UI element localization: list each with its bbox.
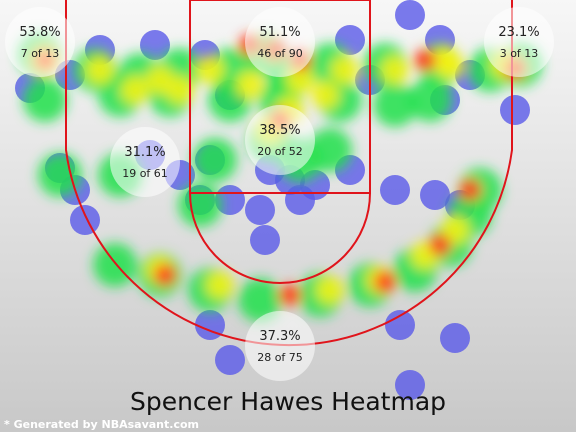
cold-spot xyxy=(420,180,450,210)
free-throw-circle xyxy=(189,192,371,284)
zone-pct: 38.5% xyxy=(259,123,300,138)
cold-spot xyxy=(140,30,170,60)
zone-left-midrange: 31.1% 19 of 61 xyxy=(110,127,180,197)
zone-pct: 51.1% xyxy=(259,25,300,40)
zone-right-corner-3: 23.1% 3 of 13 xyxy=(484,7,554,77)
cold-spot xyxy=(195,310,225,340)
cold-spot xyxy=(250,225,280,255)
zone-pct: 53.8% xyxy=(19,25,60,40)
heat-blob-mid xyxy=(311,81,339,109)
zone-top-of-key-3: 37.3% 28 of 75 xyxy=(245,311,315,381)
zone-made: 19 of 61 xyxy=(122,167,168,180)
zone-pct: 31.1% xyxy=(124,145,165,160)
footer-credit: * Generated by NBAsavant.com xyxy=(4,418,199,431)
heat-blob-low xyxy=(178,183,222,227)
heat-blob-low xyxy=(38,153,82,197)
zone-made: 3 of 13 xyxy=(500,47,539,60)
heat-blob-high xyxy=(459,179,481,201)
zone-labels: 53.8% 7 of 13 51.1% 46 of 90 23.1% 3 of 13 31.… xyxy=(5,7,554,381)
heat-blob-mid xyxy=(236,71,264,99)
cold-spot xyxy=(70,205,100,235)
cold-spot xyxy=(215,345,245,375)
heat-blob-mid xyxy=(86,56,114,84)
chart-title: Spencer Hawes Heatmap xyxy=(130,387,446,416)
zone-pct: 23.1% xyxy=(498,25,539,40)
heat-blob-high xyxy=(429,234,451,256)
heat-blob-high xyxy=(374,271,396,293)
zone-mid-range-center: 38.5% 20 of 52 xyxy=(245,105,315,175)
heat-blob-mid xyxy=(331,56,359,84)
zone-pct: 37.3% xyxy=(259,329,300,344)
cold-spot xyxy=(285,185,315,215)
zone-bubble xyxy=(245,7,315,77)
cold-spot xyxy=(440,323,470,353)
heat-blob-low xyxy=(23,78,67,122)
cold-spot xyxy=(395,370,425,400)
cold-spot xyxy=(385,310,415,340)
heat-blob-mid xyxy=(316,276,344,304)
heat-blob-mid xyxy=(121,76,149,104)
zone-bubble xyxy=(245,311,315,381)
zone-made: 46 of 90 xyxy=(257,47,303,60)
cold-spot xyxy=(500,95,530,125)
zone-bubble xyxy=(5,7,75,77)
zone-made: 28 of 75 xyxy=(257,351,303,364)
heat-blob-high xyxy=(279,284,301,306)
heat-blob-mid xyxy=(441,216,469,244)
heat-blob-mid xyxy=(196,56,224,84)
heat-blob-low xyxy=(408,78,452,122)
zone-made: 7 of 13 xyxy=(21,47,60,60)
cold-spot xyxy=(395,0,425,30)
heat-blob-mid xyxy=(381,56,409,84)
heat-blob-high xyxy=(154,264,176,286)
heat-blob-mid xyxy=(206,271,234,299)
heat-blob-low xyxy=(373,83,417,127)
cold-spot xyxy=(380,175,410,205)
heat-blob-high xyxy=(414,49,436,71)
heat-blob-mid xyxy=(166,76,194,104)
cold-spot xyxy=(245,195,275,225)
zone-paint: 51.1% 46 of 90 xyxy=(245,7,315,77)
heat-blob-low xyxy=(238,278,282,322)
heat-blob-low xyxy=(193,138,237,182)
zone-made: 20 of 52 xyxy=(257,145,303,158)
paint-lane xyxy=(189,0,371,194)
zone-left-corner-3: 53.8% 7 of 13 xyxy=(5,7,75,77)
zone-bubble xyxy=(110,127,180,197)
zone-bubble xyxy=(484,7,554,77)
heat-blob-mid xyxy=(431,46,459,74)
zone-bubble xyxy=(245,105,315,175)
